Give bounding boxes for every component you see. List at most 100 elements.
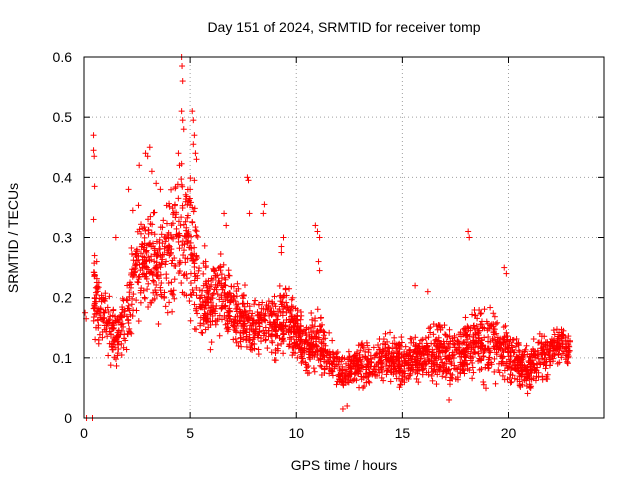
- data-point: [443, 360, 450, 367]
- data-point: [163, 275, 170, 282]
- data-point: [314, 352, 321, 359]
- data-point: [503, 358, 510, 365]
- data-point: [200, 320, 207, 327]
- data-point: [282, 322, 289, 329]
- data-point: [326, 360, 333, 367]
- data-point: [474, 315, 481, 322]
- data-point: [148, 229, 155, 236]
- data-point: [382, 330, 389, 337]
- data-point: [491, 355, 498, 362]
- data-point: [156, 246, 163, 253]
- data-point: [249, 340, 256, 347]
- data-point: [298, 336, 305, 343]
- data-point: [386, 362, 393, 369]
- data-point: [207, 318, 214, 325]
- data-point: [161, 289, 168, 296]
- data-point: [318, 363, 325, 370]
- data-point: [538, 351, 545, 358]
- data-point: [180, 126, 187, 133]
- data-point: [408, 356, 415, 363]
- data-point: [537, 361, 544, 368]
- data-point: [436, 367, 443, 374]
- data-point: [390, 365, 397, 372]
- data-point: [535, 369, 542, 376]
- data-point: [242, 308, 249, 315]
- data-point: [508, 353, 515, 360]
- data-point: [256, 320, 263, 327]
- data-point: [184, 231, 191, 238]
- data-point: [315, 258, 322, 265]
- data-point: [229, 322, 236, 329]
- data-point: [318, 340, 325, 347]
- data-point: [256, 328, 263, 335]
- data-point: [292, 313, 299, 320]
- data-point: [212, 272, 219, 279]
- data-point: [530, 336, 537, 343]
- data-point: [168, 234, 175, 241]
- data-point: [523, 342, 530, 349]
- data-point: [346, 353, 353, 360]
- data-point: [385, 350, 392, 357]
- data-point: [174, 181, 181, 188]
- data-point: [462, 357, 469, 364]
- data-point: [331, 358, 338, 365]
- data-point: [532, 352, 539, 359]
- data-point: [367, 355, 374, 362]
- data-point: [314, 306, 321, 313]
- data-point: [91, 294, 98, 301]
- data-point: [329, 351, 336, 358]
- data-point: [437, 349, 444, 356]
- data-point: [452, 375, 459, 382]
- data-point: [110, 325, 117, 332]
- y-axis-label: SRMTID / TECUs: [5, 183, 21, 293]
- data-point: [393, 375, 400, 382]
- data-point: [278, 249, 285, 256]
- data-point: [182, 255, 189, 262]
- data-point: [526, 358, 533, 365]
- data-point: [376, 336, 383, 343]
- data-point: [555, 351, 562, 358]
- data-point: [208, 275, 215, 282]
- data-point: [248, 341, 255, 348]
- data-point: [106, 328, 113, 335]
- data-point: [270, 308, 277, 315]
- data-point: [564, 353, 571, 360]
- data-point: [398, 363, 405, 370]
- data-point: [238, 343, 245, 350]
- data-point: [453, 346, 460, 353]
- x-tick-label: 15: [395, 425, 411, 441]
- data-point: [91, 252, 98, 259]
- data-point: [202, 311, 209, 318]
- data-point: [463, 328, 470, 335]
- data-point: [419, 343, 426, 350]
- data-point: [481, 334, 488, 341]
- data-point: [523, 382, 530, 389]
- data-point: [351, 375, 358, 382]
- data-point: [358, 341, 365, 348]
- data-point: [316, 267, 323, 274]
- data-point: [551, 331, 558, 338]
- data-point: [112, 234, 119, 241]
- data-point: [207, 346, 214, 353]
- data-point: [358, 358, 365, 365]
- data-point: [370, 368, 377, 375]
- data-point: [294, 307, 301, 314]
- data-point: [185, 228, 192, 235]
- data-point: [352, 366, 359, 373]
- data-point: [318, 350, 325, 357]
- data-point: [171, 202, 178, 209]
- data-point: [97, 314, 104, 321]
- data-point: [252, 330, 259, 337]
- data-point: [146, 270, 153, 277]
- data-point: [145, 280, 152, 287]
- data-point: [387, 368, 394, 375]
- data-point: [130, 307, 137, 314]
- data-point: [553, 347, 560, 354]
- data-point: [551, 352, 558, 359]
- data-point: [311, 353, 318, 360]
- data-point: [503, 270, 510, 277]
- data-point: [280, 234, 287, 241]
- data-point: [490, 325, 497, 332]
- data-point: [268, 325, 275, 332]
- data-point: [106, 340, 113, 347]
